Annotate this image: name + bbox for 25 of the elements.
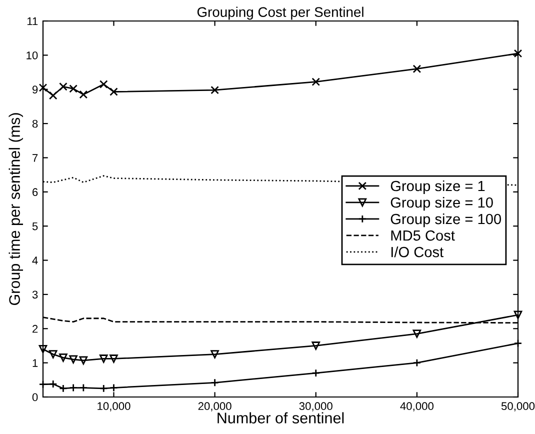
chart-title: Grouping Cost per Sentinel (197, 6, 364, 20)
y-tick-label: 9 (32, 86, 38, 94)
legend-label: Group size = 10 (390, 196, 493, 211)
y-tick-label: 5 (32, 222, 38, 230)
legend-label: Group size = 1 (390, 180, 485, 194)
legend-label: I/O Cost (391, 246, 444, 258)
y-tick-label: 7 (32, 154, 38, 162)
x-axis-title: Number of sentinel (218, 412, 344, 424)
x-tick-label: 20,000 (198, 402, 232, 412)
y-tick-label: 2 (32, 324, 38, 333)
legend-label: MD5 Cost (391, 230, 455, 241)
x-tick-label: 50,000 (501, 402, 535, 412)
y-axis-title: Group time per sentinel (ms) (8, 113, 24, 306)
y-tick-label: 10 (26, 51, 38, 60)
y-tick-label: 0 (32, 393, 38, 402)
legend-label: Group size = 100 (390, 213, 502, 228)
x-tick-label: 10,000 (98, 402, 130, 412)
y-tick-label: 6 (32, 188, 38, 196)
y-tick-label: 1 (32, 359, 38, 367)
x-tick-label: 30,000 (299, 402, 332, 412)
y-tick-label: 3 (32, 290, 38, 299)
y-tick-label: 4 (32, 256, 38, 264)
y-tick-label: 8 (32, 120, 38, 128)
y-tick-label: 11 (27, 17, 38, 26)
x-tick-label: 40,000 (400, 402, 434, 412)
